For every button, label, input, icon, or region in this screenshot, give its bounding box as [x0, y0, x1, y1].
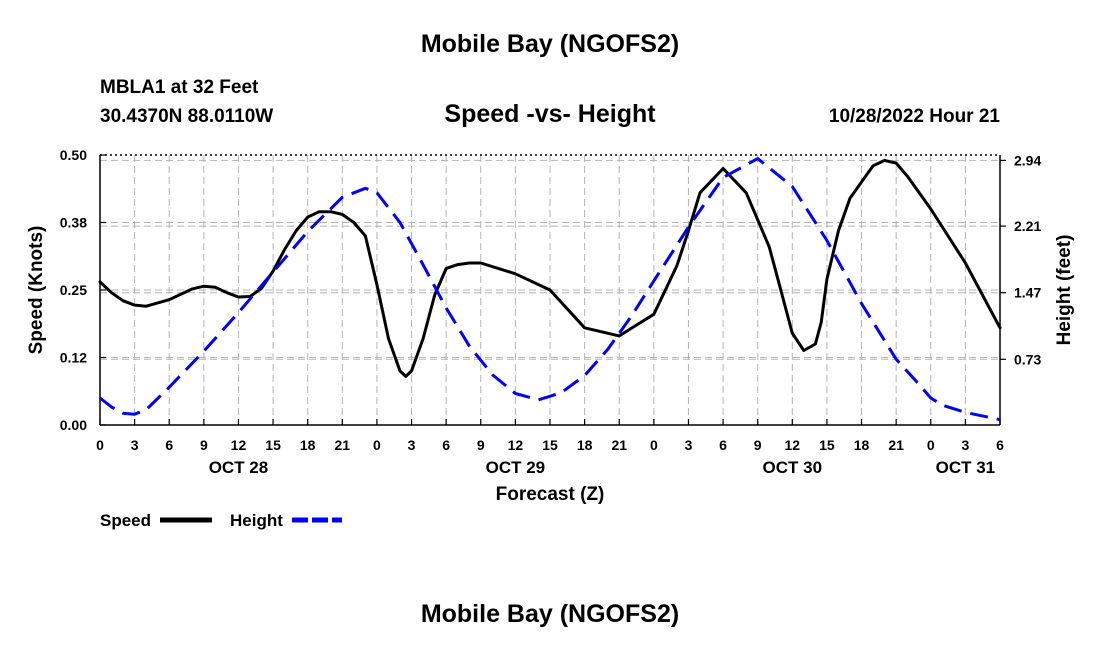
bottom-title: Mobile Bay (NGOFS2) [420, 600, 680, 628]
legend-height-label: Height [230, 511, 283, 530]
x-tick-label: 3 [131, 437, 139, 453]
x-tick-label: 6 [442, 437, 450, 453]
x-tick-label: 9 [754, 437, 762, 453]
x-tick-label: 12 [785, 437, 801, 453]
y-axis-title: Speed (Knots) [26, 226, 47, 355]
chart-subtitle: Speed -vs- Height [444, 100, 656, 128]
x-tick-label: 0 [650, 437, 658, 453]
x-tick-label: 18 [300, 437, 316, 453]
forecast-datetime: 10/28/2022 Hour 21 [828, 106, 1000, 127]
station-label: MBLA1 at 32 Feet [100, 77, 259, 98]
x-tick-label: 9 [477, 437, 485, 453]
y-tick-label: 0.25 [60, 282, 87, 298]
x-tick-label: 6 [719, 437, 727, 453]
date-label: OCT 31 [936, 458, 996, 477]
x-tick-label: 18 [577, 437, 593, 453]
y-tick-label: 0.00 [60, 417, 87, 433]
x-tick-label: 18 [854, 437, 870, 453]
x-tick-label: 21 [611, 437, 627, 453]
legend-speed-label: Speed [100, 511, 151, 530]
x-tick-label: 12 [231, 437, 247, 453]
x-tick-label: 15 [819, 437, 835, 453]
x-tick-label: 3 [685, 437, 693, 453]
x-axis-title: Forecast (Z) [496, 484, 605, 505]
y2-tick-label: 2.94 [1014, 152, 1041, 168]
x-tick-label: 21 [888, 437, 904, 453]
x-tick-label: 3 [961, 437, 969, 453]
y-tick-label: 0.12 [60, 350, 87, 366]
x-tick-label: 3 [408, 437, 416, 453]
y-tick-label: 0.50 [60, 147, 87, 163]
height-series-line [99, 157, 1001, 422]
date-label: OCT 30 [763, 458, 823, 477]
x-tick-label: 0 [927, 437, 935, 453]
x-tick-label: 21 [335, 437, 351, 453]
x-tick-label: 15 [542, 437, 558, 453]
y2-axis-title: Height (feet) [1054, 235, 1075, 346]
speed-series-line [98, 158, 1002, 378]
y-tick-label: 0.38 [60, 215, 87, 231]
y2-tick-label: 1.47 [1014, 285, 1041, 301]
date-label: OCT 29 [486, 458, 546, 477]
x-tick-label: 6 [165, 437, 173, 453]
y2-tick-label: 2.21 [1014, 218, 1041, 234]
x-tick-label: 0 [373, 437, 381, 453]
x-tick-label: 15 [265, 437, 281, 453]
chart-title: Mobile Bay (NGOFS2) [420, 30, 680, 58]
station-coordinates: 30.4370N 88.0110W [100, 106, 274, 127]
date-label: OCT 28 [209, 458, 269, 477]
y2-tick-label: 0.73 [1014, 351, 1041, 367]
x-tick-label: 12 [508, 437, 524, 453]
x-tick-label: 9 [200, 437, 208, 453]
x-tick-label: 0 [96, 437, 104, 453]
x-tick-label: 6 [996, 437, 1004, 453]
